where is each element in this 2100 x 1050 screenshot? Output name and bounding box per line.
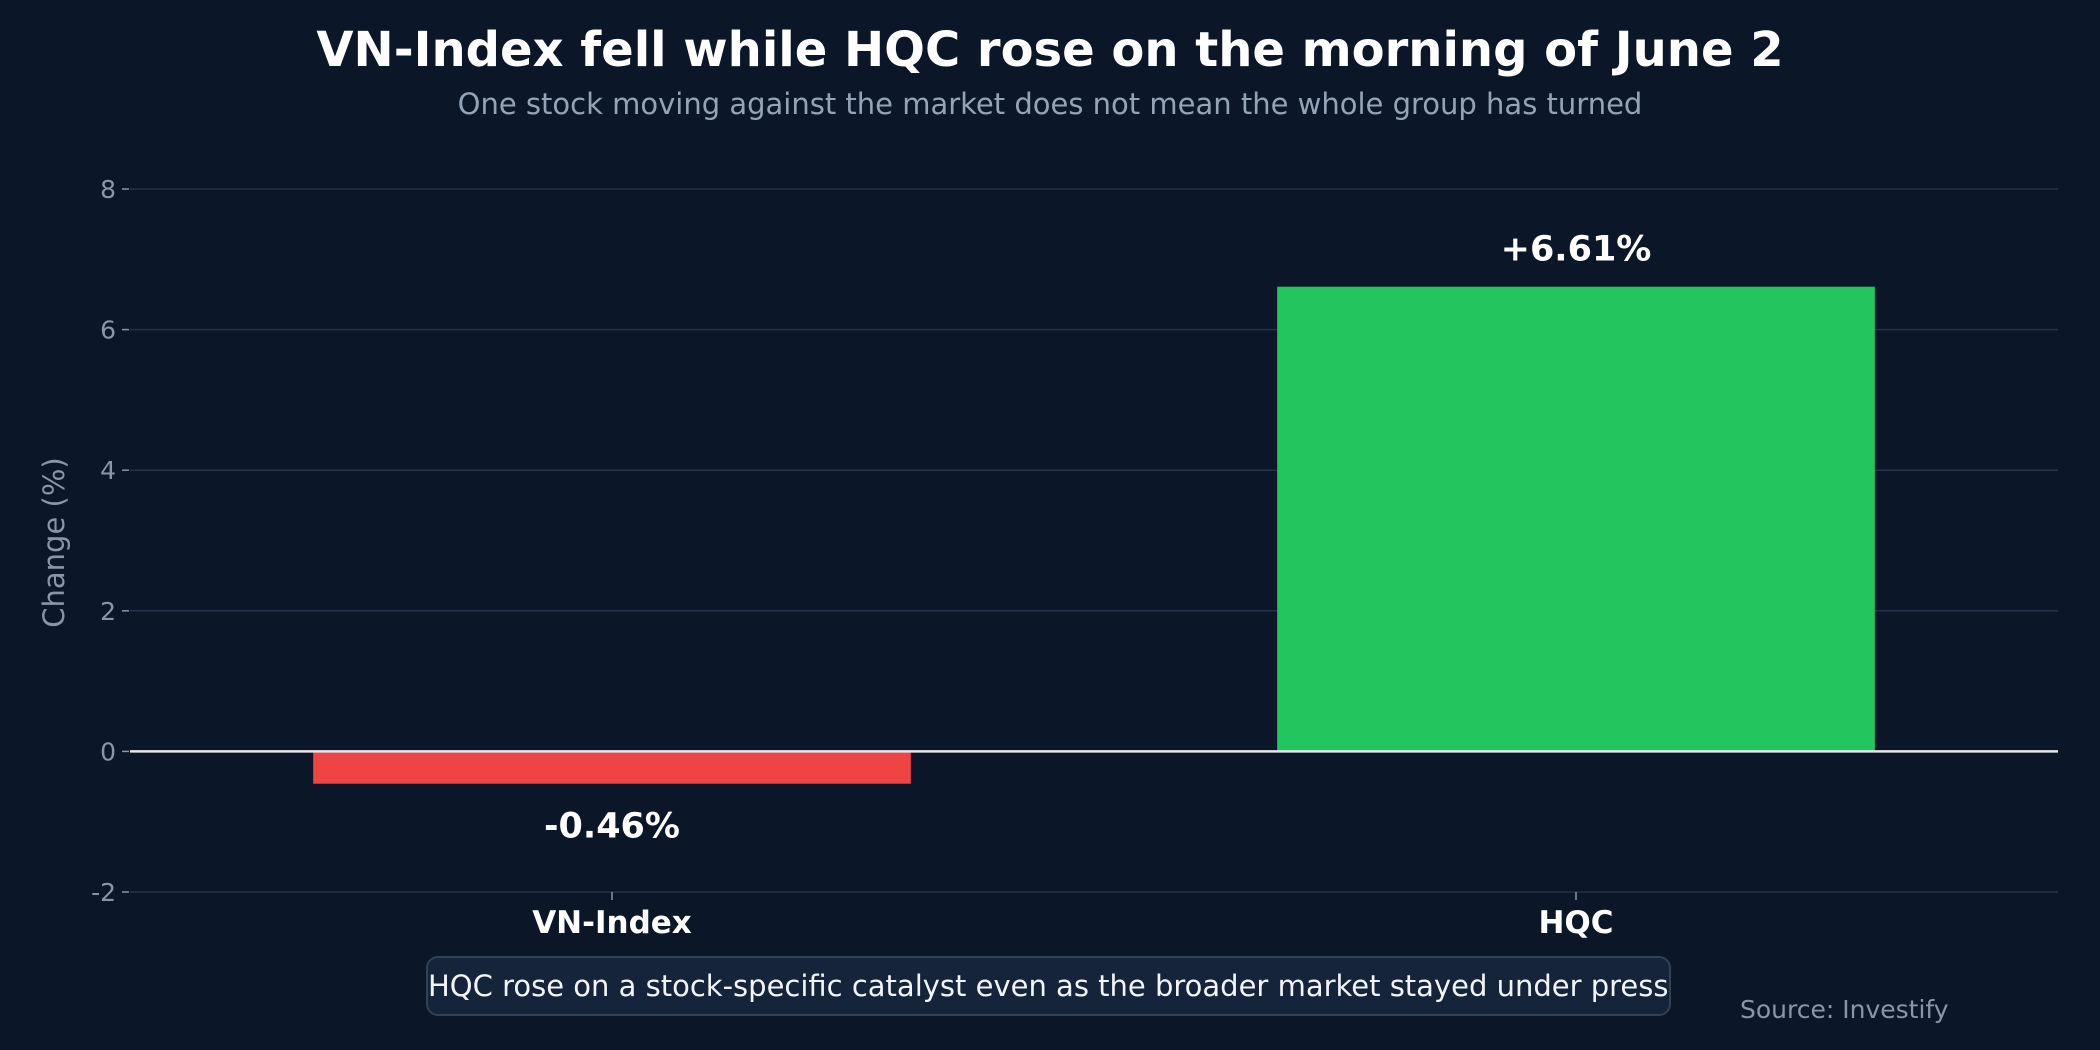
bar-vn-index <box>313 751 911 784</box>
chart-title: VN-Index fell while HQC rose on the morn… <box>316 22 1784 78</box>
y-tick-label: -2 <box>91 878 116 907</box>
y-tick-label: 2 <box>100 597 116 626</box>
y-tick-label: 6 <box>100 316 116 345</box>
annotation-box: HQC rose on a stock-specific catalyst ev… <box>426 956 1671 1016</box>
bar-hqc <box>1277 286 1875 752</box>
data-label: -0.46% <box>544 807 680 847</box>
y-tick-label: 4 <box>100 456 116 485</box>
data-label: +6.61% <box>1501 230 1652 270</box>
y-tick-label: 0 <box>100 737 116 766</box>
y-axis-title: Change (%) <box>37 457 71 627</box>
chart-subtitle: One stock moving against the market does… <box>457 87 1643 121</box>
x-tick-label: HQC <box>1538 905 1613 941</box>
x-tick-label: VN-Index <box>532 905 692 941</box>
y-tick-label: 8 <box>100 175 116 204</box>
source-note: Source: Investify <box>1740 995 1949 1024</box>
